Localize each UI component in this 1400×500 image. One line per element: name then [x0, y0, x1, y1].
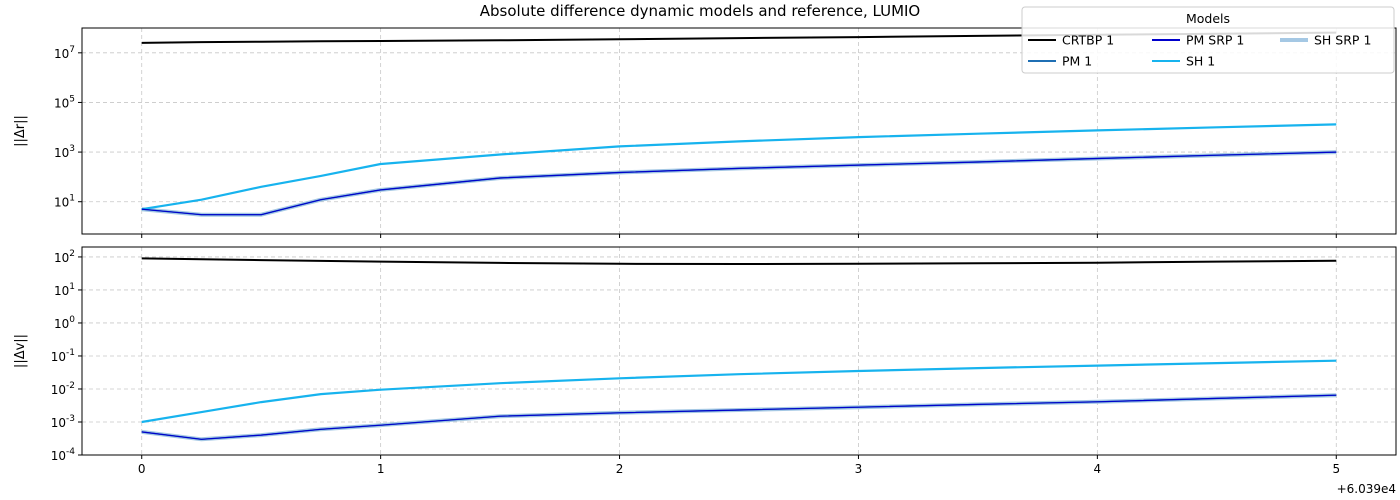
legend-label-pm-srp-1: PM SRP 1 — [1186, 33, 1244, 48]
series-line-sh-srp-1 — [141, 150, 1337, 217]
y-axis-label: ||Δr|| — [13, 115, 28, 147]
panel-velocity-error: 0 1 2 3 4 5 10-4 10-3 10-2 10-1 100 101 102 ||Δv|| — [13, 246, 1397, 476]
x-tick-label: 5 — [1332, 462, 1340, 476]
x-tick-label: 1 — [377, 462, 385, 476]
y-tick-label: 10-1 — [51, 348, 75, 364]
plots-area: 101 103 105 107 ||Δr|| 0 1 2 3 4 5 10-4 10-3 10-2 10-1… — [13, 27, 1397, 476]
y-axis-label: ||Δv|| — [13, 334, 28, 368]
chart-title: Absolute difference dynamic models and r… — [480, 2, 921, 20]
x-tick-label: 2 — [616, 462, 624, 476]
series-line-sh-srp-1 — [141, 393, 1337, 442]
y-tick-label: 101 — [54, 282, 75, 298]
series-line-pm-srp-1 — [141, 394, 1337, 440]
x-tick-label: 3 — [855, 462, 863, 476]
series-line-sh-1 — [141, 359, 1337, 424]
series-line-crtbp-1 — [141, 257, 1337, 265]
legend-label-sh-1: SH 1 — [1186, 54, 1215, 69]
y-tick-label: 102 — [54, 249, 75, 265]
legend-frame — [1021, 6, 1395, 74]
legend-label-pm-1: PM 1 — [1062, 54, 1092, 69]
y-tick-label: 105 — [54, 94, 75, 110]
y-tick-label: 10-3 — [51, 414, 75, 430]
series-line-sh-1 — [141, 123, 1337, 211]
legend-label-crtbp-1: CRTBP 1 — [1062, 33, 1114, 48]
x-offset-label: +6.039e4 — [1337, 482, 1396, 496]
y-tick-label: 103 — [54, 144, 75, 160]
legend: Models CRTBP 1 PM 1 PM SRP 1 SH 1 SH SRP 1 — [1021, 6, 1395, 74]
x-tick-label: 0 — [138, 462, 146, 476]
y-tick-label: 107 — [54, 45, 75, 61]
legend-label-sh-srp-1: SH SRP 1 — [1314, 33, 1371, 48]
series-line-pm-srp-1 — [141, 151, 1337, 216]
axes-frame — [81, 246, 1397, 456]
y-tick-label: 100 — [54, 315, 75, 331]
x-tick-label: 4 — [1094, 462, 1102, 476]
series-line-pm-1 — [141, 151, 1337, 216]
axes-frame — [81, 27, 1397, 235]
legend-title: Models — [1186, 11, 1230, 26]
y-tick-label: 10-2 — [51, 381, 75, 397]
y-tick-label: 10-4 — [51, 447, 76, 463]
y-tick-label: 101 — [54, 194, 75, 210]
series-group — [141, 257, 1337, 442]
